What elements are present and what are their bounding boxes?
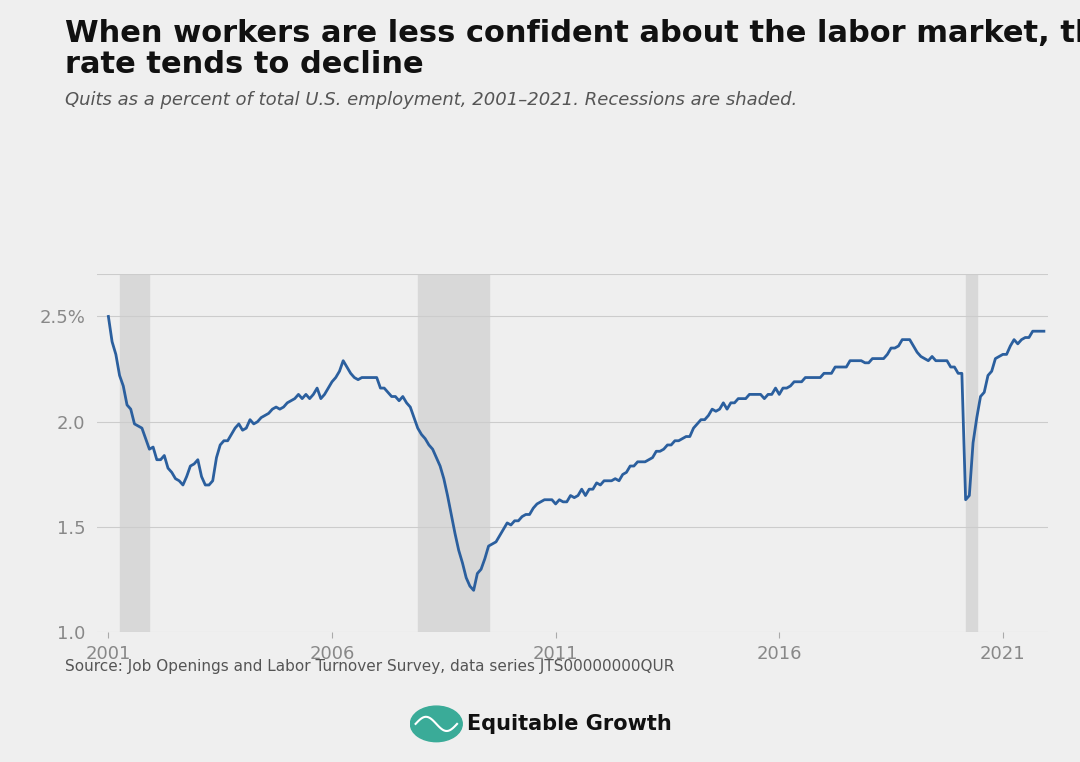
Text: Source: Job Openings and Labor Turnover Survey, data series JTS00000000QUR: Source: Job Openings and Labor Turnover … xyxy=(65,659,674,674)
Bar xyxy=(966,274,976,632)
Text: When workers are less confident about the labor market, the quits: When workers are less confident about th… xyxy=(65,19,1080,48)
Circle shape xyxy=(410,706,462,741)
Text: Quits as a percent of total U.S. employment, 2001–2021. Recessions are shaded.: Quits as a percent of total U.S. employm… xyxy=(65,91,797,110)
Text: Equitable Growth: Equitable Growth xyxy=(468,714,672,734)
Text: rate tends to decline: rate tends to decline xyxy=(65,50,423,78)
Bar xyxy=(418,274,488,632)
Bar xyxy=(120,274,149,632)
